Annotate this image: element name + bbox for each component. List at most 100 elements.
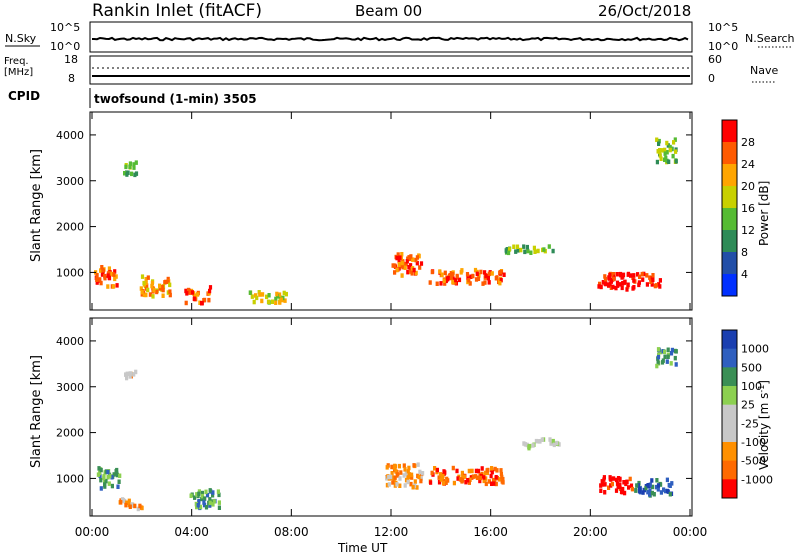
y-tick-label: 3000 — [56, 175, 84, 188]
heatmap-cell — [106, 273, 110, 278]
heatmap-cell — [650, 478, 654, 483]
heatmap-cell — [168, 282, 172, 288]
colorbar-segment — [722, 252, 737, 275]
heatmap-cell — [115, 283, 119, 288]
heatmap-cell — [399, 470, 403, 475]
heatmap-cell — [499, 471, 503, 477]
heatmap-cell — [652, 492, 656, 497]
heatmap-cell — [125, 371, 129, 377]
nsky-panel-frame — [89, 21, 693, 53]
heatmap-cell — [527, 445, 531, 451]
heatmap-cell — [495, 468, 499, 473]
heatmap-cell — [638, 274, 642, 279]
heatmap-cell — [460, 470, 464, 476]
y-tick-label: 4000 — [56, 129, 84, 142]
heatmap-cell — [403, 467, 407, 472]
heatmap-cell — [515, 244, 520, 249]
heatmap-cell — [113, 276, 117, 282]
velocity-colorbar: 1000 500 100 25 -25 -100 -500 -1000 — [721, 329, 773, 499]
colorbar-segment — [722, 330, 737, 350]
heatmap-cell — [124, 502, 128, 508]
heatmap-cell — [204, 505, 209, 510]
heatmap-cell — [632, 278, 636, 283]
heatmap-cell — [473, 267, 478, 273]
heatmap-cell — [397, 262, 401, 267]
heatmap-cell — [394, 469, 398, 474]
nave-label: Nave — [750, 64, 778, 77]
heatmap-cell — [98, 277, 102, 282]
heatmap-cell — [112, 472, 116, 477]
heatmap-cell — [438, 472, 443, 477]
heatmap-cell — [642, 271, 646, 277]
heatmap-cell — [656, 487, 660, 492]
heatmap-cell — [211, 502, 215, 507]
heatmap-cell — [610, 481, 614, 487]
heatmap-cell — [634, 487, 638, 493]
heatmap-cell — [397, 258, 401, 264]
heatmap-cell — [389, 474, 393, 480]
heatmap-cell — [630, 486, 634, 492]
heatmap-cell — [455, 273, 459, 279]
heatmap-cell — [407, 465, 411, 471]
heatmap-cell — [150, 283, 154, 289]
nsearch-label: N.Search — [745, 32, 795, 45]
heatmap-cell — [656, 347, 661, 352]
heatmap-cell — [665, 359, 669, 364]
heatmap-cell — [95, 280, 99, 285]
heatmap-cell — [668, 492, 672, 497]
heatmap-cell — [451, 271, 455, 277]
heatmap-cell — [407, 472, 412, 477]
heatmap-cell — [192, 296, 196, 301]
heatmap-cell — [390, 475, 394, 481]
heatmap-cell — [132, 372, 136, 377]
heatmap-cell — [402, 463, 406, 468]
heatmap-cell — [474, 277, 479, 282]
heatmap-cell — [637, 282, 641, 288]
heatmap-cell — [278, 300, 282, 305]
heatmap-cell — [104, 478, 108, 484]
heatmap-cell — [99, 268, 103, 273]
heatmap-cell — [150, 280, 154, 286]
heatmap-cell — [471, 273, 475, 279]
heatmap-cell — [210, 499, 214, 504]
heatmap-cell — [656, 360, 660, 365]
heatmap-cell — [161, 287, 165, 293]
heatmap-cell — [603, 274, 607, 279]
velocity-colorbar-label: Velocity [m s-1] — [757, 380, 772, 470]
heatmap-cell — [650, 282, 654, 287]
heatmap-cell — [142, 280, 146, 286]
heatmap-cell — [138, 503, 142, 509]
heatmap-cell — [608, 272, 612, 278]
heatmap-cell — [393, 263, 397, 268]
heatmap-cell — [640, 271, 644, 277]
heatmap-cell — [136, 506, 140, 512]
heatmap-cell — [196, 503, 200, 508]
heatmap-cell — [646, 489, 650, 495]
heatmap-cell — [599, 483, 603, 488]
heatmap-cell — [257, 290, 261, 295]
heatmap-cell — [166, 290, 170, 295]
heatmap-cell — [430, 269, 434, 275]
colorbar-tick-label: -100 — [741, 436, 766, 449]
heatmap-cell — [651, 273, 655, 278]
heatmap-cell — [404, 261, 408, 267]
heatmap-cell — [411, 257, 415, 262]
heatmap-cell — [128, 504, 132, 509]
heatmap-cell — [152, 288, 156, 293]
heatmap-cell — [148, 292, 152, 297]
heatmap-cell — [391, 480, 395, 485]
heatmap-cell — [637, 480, 641, 486]
heatmap-cell — [551, 438, 555, 444]
heatmap-cell — [486, 275, 490, 281]
heatmap-cell — [146, 275, 150, 280]
heatmap-cell — [648, 488, 652, 494]
colorbar-tick-label: 20 — [741, 180, 755, 193]
heatmap-cell — [139, 286, 143, 291]
heatmap-cell — [456, 476, 460, 481]
heatmap-cell — [406, 269, 410, 275]
heatmap-cell — [279, 297, 283, 302]
heatmap-cell — [193, 293, 197, 298]
heatmap-cell — [158, 283, 162, 289]
station-title: Rankin Inlet (fitACF) — [92, 1, 262, 21]
